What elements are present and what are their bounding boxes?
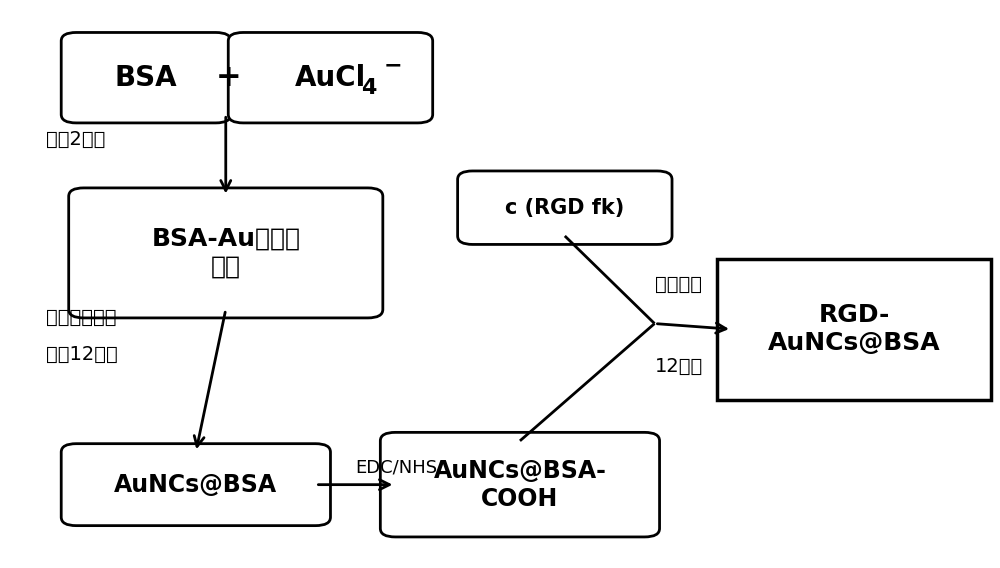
- Text: EDC/NHS: EDC/NHS: [355, 459, 438, 477]
- Text: AuNCs@BSA-
COOH: AuNCs@BSA- COOH: [434, 459, 606, 511]
- FancyBboxPatch shape: [380, 432, 660, 537]
- Text: 室温共浴: 室温共浴: [655, 274, 702, 294]
- Text: BSA: BSA: [115, 64, 177, 91]
- Text: −: −: [384, 55, 403, 75]
- Text: 4: 4: [361, 78, 376, 98]
- Text: 氯氧化钓溶液: 氯氧化钓溶液: [46, 308, 117, 327]
- Text: 12小时: 12小时: [655, 357, 703, 375]
- FancyBboxPatch shape: [458, 171, 672, 244]
- Text: +: +: [216, 63, 242, 92]
- Text: AuCl: AuCl: [295, 64, 366, 91]
- FancyBboxPatch shape: [69, 188, 383, 318]
- Text: 静缮2分钟: 静缮2分钟: [46, 131, 106, 149]
- Text: BSA-Au离子复
合物: BSA-Au离子复 合物: [151, 227, 300, 279]
- Text: AuNCs@BSA: AuNCs@BSA: [114, 473, 277, 496]
- FancyBboxPatch shape: [61, 32, 231, 123]
- Text: RGD-
AuNCs@BSA: RGD- AuNCs@BSA: [768, 303, 940, 355]
- Text: 搔拌12小时: 搔拌12小时: [46, 345, 118, 364]
- FancyBboxPatch shape: [228, 32, 433, 123]
- FancyBboxPatch shape: [61, 444, 330, 525]
- FancyBboxPatch shape: [717, 258, 991, 400]
- Text: c (RGD fk): c (RGD fk): [505, 198, 624, 218]
